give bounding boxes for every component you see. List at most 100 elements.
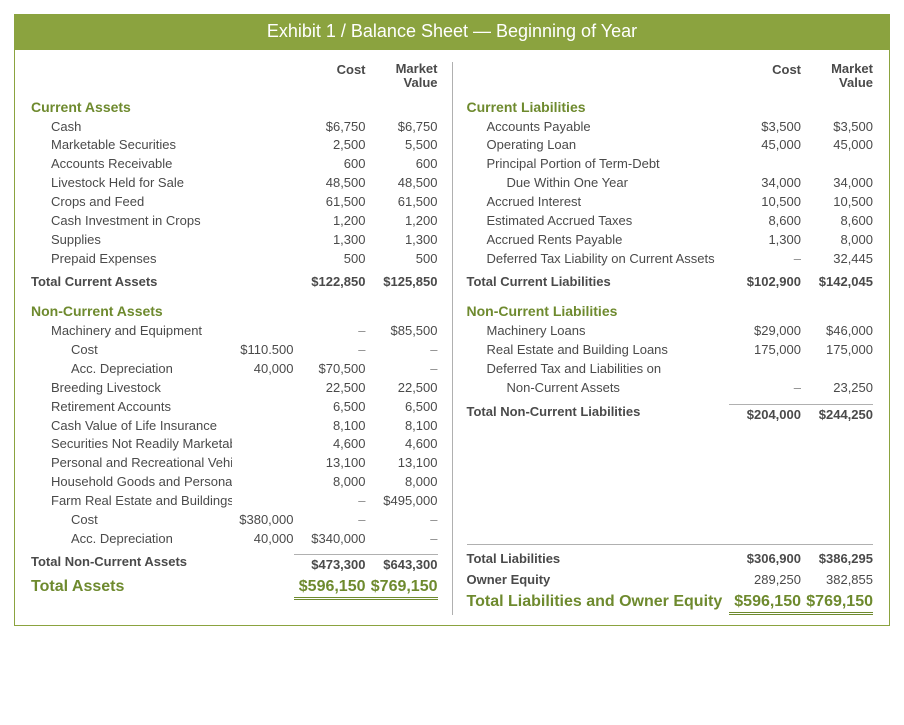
row-label: Marketable Securities bbox=[31, 136, 232, 155]
row-label: Due Within One Year bbox=[467, 174, 730, 193]
row-cost bbox=[729, 155, 801, 174]
row-label: Acc. Depreciation bbox=[31, 530, 232, 549]
row-market bbox=[801, 360, 873, 379]
row-market: – bbox=[366, 360, 438, 379]
row-market: 45,000 bbox=[801, 136, 873, 155]
row-subvalue bbox=[232, 250, 294, 269]
row-label: Livestock Held for Sale bbox=[31, 174, 232, 193]
row-cost: 500 bbox=[294, 250, 366, 269]
row-market: $3,500 bbox=[801, 118, 873, 137]
row-subvalue: 40,000 bbox=[232, 360, 294, 379]
row-label: Accounts Payable bbox=[467, 118, 730, 137]
table-row: Non-Current Assets–23,250 bbox=[467, 379, 874, 398]
row-market: $85,500 bbox=[366, 322, 438, 341]
row-market: 4,600 bbox=[366, 435, 438, 454]
row-cost: 34,000 bbox=[729, 174, 801, 193]
row-subvalue bbox=[232, 193, 294, 212]
noncurrent-liabilities-heading: Non-Current Liabilities bbox=[467, 303, 874, 319]
row-market: $46,000 bbox=[801, 322, 873, 341]
row-cost: 10,500 bbox=[729, 193, 801, 212]
row-cost: 1,200 bbox=[294, 212, 366, 231]
row-market: 48,500 bbox=[366, 174, 438, 193]
table-row: Retirement Accounts6,5006,500 bbox=[31, 398, 438, 417]
assets-column: Cost Market Value Current Assets Cash$6,… bbox=[31, 62, 438, 615]
table-row: Accounts Payable$3,500$3,500 bbox=[467, 118, 874, 137]
row-label: Retirement Accounts bbox=[31, 398, 232, 417]
row-cost: – bbox=[294, 341, 366, 360]
row-subvalue bbox=[232, 231, 294, 250]
row-label: Deferred Tax Liability on Current Assets bbox=[467, 250, 730, 269]
row-label: Household Goods and Personal Items bbox=[31, 473, 232, 492]
table-row: Accrued Interest10,50010,500 bbox=[467, 193, 874, 212]
row-subvalue: $380,000 bbox=[232, 511, 294, 530]
row-label: Supplies bbox=[31, 231, 232, 250]
row-subvalue bbox=[232, 473, 294, 492]
table-row: Acc. Depreciation40,000$70,500– bbox=[31, 360, 438, 379]
row-label: Breeding Livestock bbox=[31, 379, 232, 398]
content: Cost Market Value Current Assets Cash$6,… bbox=[15, 50, 889, 625]
row-market: 8,000 bbox=[801, 231, 873, 250]
table-row: Cash$6,750$6,750 bbox=[31, 118, 438, 137]
row-subvalue bbox=[232, 322, 294, 341]
row-label: Machinery Loans bbox=[467, 322, 730, 341]
row-cost: – bbox=[729, 379, 801, 398]
row-subvalue bbox=[232, 417, 294, 436]
row-cost: 1,300 bbox=[294, 231, 366, 250]
row-label: Accrued Rents Payable bbox=[467, 231, 730, 250]
row-cost: – bbox=[294, 492, 366, 511]
row-cost: – bbox=[294, 511, 366, 530]
row-subvalue bbox=[232, 118, 294, 137]
table-row: Livestock Held for Sale 48,50048,500 bbox=[31, 174, 438, 193]
row-label: Principal Portion of Term-Debt bbox=[467, 155, 730, 174]
row-label: Accrued Interest bbox=[467, 193, 730, 212]
liabilities-column: Cost Market Value Current Liabilities Ac… bbox=[467, 62, 874, 615]
table-row: Personal and Recreational Vehicles13,100… bbox=[31, 454, 438, 473]
row-cost: 8,100 bbox=[294, 417, 366, 436]
assets-header-row: Cost Market Value bbox=[31, 62, 438, 91]
total-noncurrent-liabilities: Total Non-Current Liabilities $204,000 $… bbox=[467, 404, 874, 422]
row-subvalue bbox=[232, 492, 294, 511]
title-bar: Exhibit 1 / Balance Sheet — Beginning of… bbox=[15, 15, 889, 50]
table-row: Deferred Tax Liability on Current Assets… bbox=[467, 250, 874, 269]
current-assets-heading: Current Assets bbox=[31, 99, 438, 115]
row-market: 34,000 bbox=[801, 174, 873, 193]
table-row: Due Within One Year34,00034,000 bbox=[467, 174, 874, 193]
row-market: 600 bbox=[366, 155, 438, 174]
row-label: Cash Investment in Crops bbox=[31, 212, 232, 231]
table-row: Cash Value of Life Insurance8,1008,100 bbox=[31, 417, 438, 436]
row-cost: 48,500 bbox=[294, 174, 366, 193]
row-cost: 4,600 bbox=[294, 435, 366, 454]
balance-sheet-frame: Exhibit 1 / Balance Sheet — Beginning of… bbox=[14, 14, 890, 626]
row-label: Cost bbox=[31, 341, 232, 360]
table-row: Securities Not Readily Marketable 4,6004,… bbox=[31, 435, 438, 454]
row-label: Operating Loan bbox=[467, 136, 730, 155]
total-liabilities: Total Liabilities $306,900 $386,295 bbox=[467, 544, 874, 566]
row-market: 175,000 bbox=[801, 341, 873, 360]
table-row: Real Estate and Building Loans175,000175… bbox=[467, 341, 874, 360]
table-row: Accounts Receivable600600 bbox=[31, 155, 438, 174]
row-market: 1,200 bbox=[366, 212, 438, 231]
total-current-assets: Total Current Assets $122,850 $125,850 bbox=[31, 274, 438, 289]
row-label: Deferred Tax and Liabilities on bbox=[467, 360, 730, 379]
row-label: Securities Not Readily Marketable bbox=[31, 435, 232, 454]
row-subvalue: 40,000 bbox=[232, 530, 294, 549]
row-market: 23,250 bbox=[801, 379, 873, 398]
row-cost: 600 bbox=[294, 155, 366, 174]
row-cost: – bbox=[294, 322, 366, 341]
row-label: Estimated Accrued Taxes bbox=[467, 212, 730, 231]
row-market: 1,300 bbox=[366, 231, 438, 250]
row-market: 32,445 bbox=[801, 250, 873, 269]
table-row: Household Goods and Personal Items8,0008… bbox=[31, 473, 438, 492]
row-label: Machinery and Equipment bbox=[31, 322, 232, 341]
row-market: – bbox=[366, 341, 438, 360]
row-label: Prepaid Expenses bbox=[31, 250, 232, 269]
row-cost: – bbox=[729, 250, 801, 269]
table-row: Farm Real Estate and Buildings–$495,000 bbox=[31, 492, 438, 511]
current-liabilities-heading: Current Liabilities bbox=[467, 99, 874, 115]
col-header-cost: Cost bbox=[729, 62, 801, 91]
row-market: – bbox=[366, 530, 438, 549]
table-row: Cost$110.500–– bbox=[31, 341, 438, 360]
row-subvalue bbox=[232, 454, 294, 473]
row-cost: 61,500 bbox=[294, 193, 366, 212]
row-cost: 45,000 bbox=[729, 136, 801, 155]
